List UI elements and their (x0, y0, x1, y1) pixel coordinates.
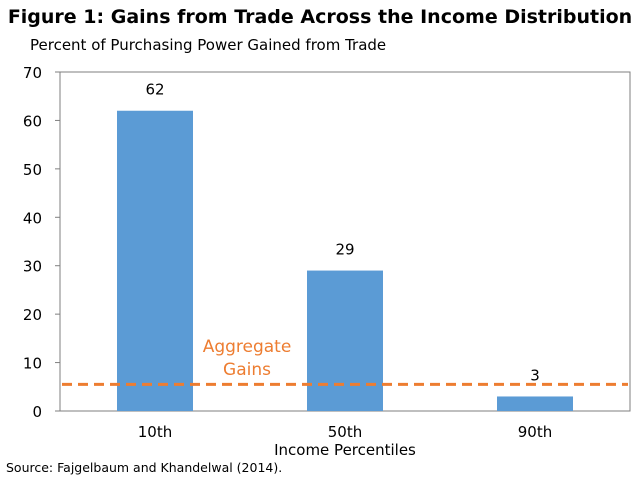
bar-data-label: 3 (530, 366, 540, 384)
x-axis-label: Income Percentiles (274, 441, 416, 459)
bar (117, 110, 193, 411)
bar-data-label: 29 (335, 241, 354, 259)
y-axis-label: Percent of Purchasing Power Gained from … (30, 36, 387, 54)
x-tick-label: 10th (138, 423, 172, 441)
bar (307, 270, 383, 411)
y-tick-label: 50 (23, 161, 42, 179)
aggregate-gains-label-line1: Aggregate (203, 337, 292, 357)
y-tick-label: 40 (23, 209, 42, 227)
y-tick-label: 20 (23, 306, 42, 324)
chart-title: Figure 1: Gains from Trade Across the In… (7, 6, 633, 28)
y-tick-label: 70 (23, 64, 42, 82)
aggregate-gains-label-line2: Gains (223, 360, 271, 380)
x-tick-label: 90th (518, 423, 552, 441)
y-tick-label: 10 (23, 355, 42, 373)
y-tick-label: 0 (32, 403, 42, 421)
source-note: Source: Fajgelbaum and Khandelwal (2014)… (6, 460, 283, 475)
y-tick-label: 60 (23, 112, 42, 130)
y-tick-label: 30 (23, 258, 42, 276)
bar-data-label: 62 (145, 81, 164, 99)
x-tick-label: 50th (328, 423, 362, 441)
bar (497, 396, 573, 411)
